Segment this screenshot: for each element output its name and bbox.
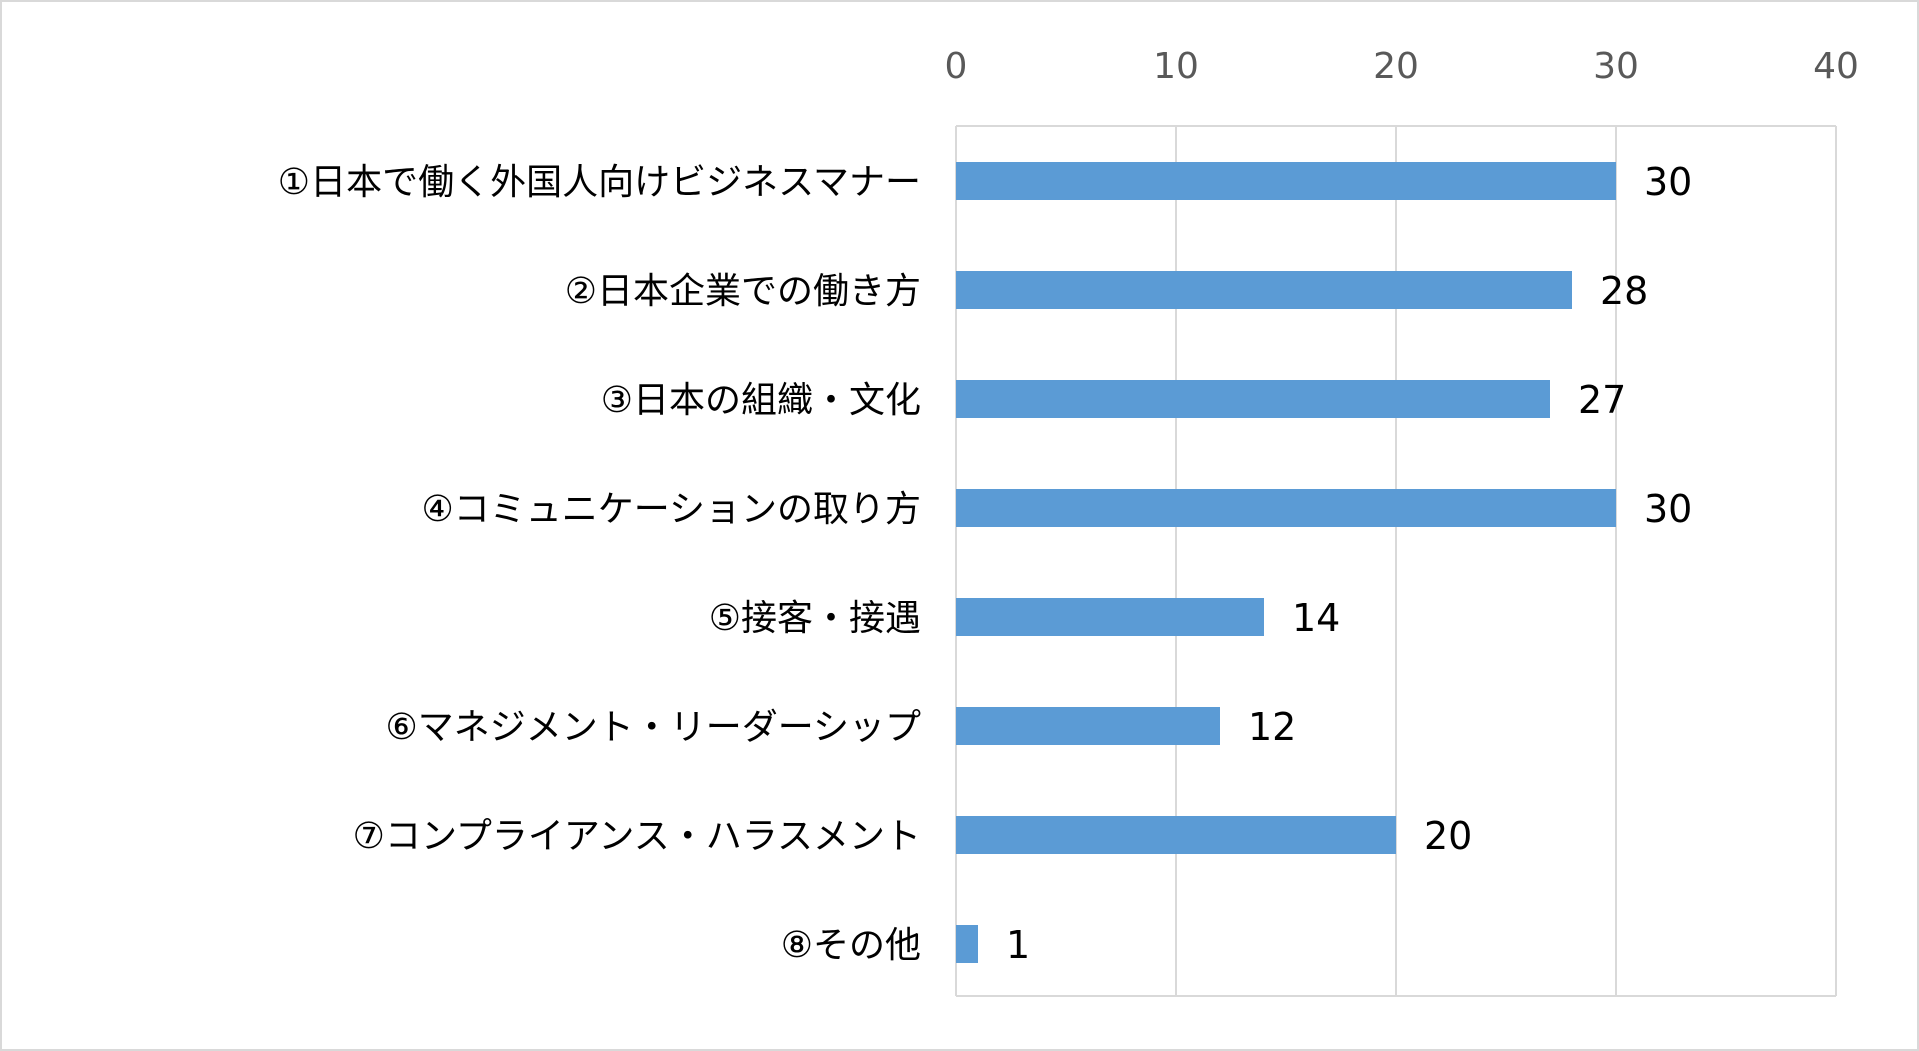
category-label-7: ⑦コンプライアンス・ハラスメント bbox=[353, 816, 921, 857]
bars bbox=[956, 162, 1616, 963]
x-tick-label: 20 bbox=[1373, 46, 1419, 87]
bar-5 bbox=[956, 598, 1264, 636]
data-label-8: 1 bbox=[1006, 923, 1030, 967]
bar-8 bbox=[956, 925, 978, 963]
x-tick-label: 10 bbox=[1153, 46, 1199, 87]
bar-3 bbox=[956, 380, 1550, 418]
bar-6 bbox=[956, 707, 1220, 745]
category-labels: ①日本で働く外国人向けビジネスマナー ②日本企業での働き方 ③日本の組織・文化 ④コミ… bbox=[278, 162, 921, 966]
data-label-6: 12 bbox=[1248, 705, 1296, 749]
bar-7 bbox=[956, 816, 1396, 854]
grid-lines bbox=[955, 125, 1837, 997]
data-label-1: 30 bbox=[1644, 160, 1692, 204]
data-label-7: 20 bbox=[1424, 814, 1472, 858]
data-labels: 30 28 27 30 14 12 20 1 bbox=[1006, 160, 1692, 967]
category-label-3: ③日本の組織・文化 bbox=[601, 380, 921, 421]
data-label-4: 30 bbox=[1644, 487, 1692, 531]
category-label-4: ④コミュニケーションの取り方 bbox=[421, 489, 921, 530]
data-label-5: 14 bbox=[1292, 596, 1340, 640]
category-label-2: ②日本企業での働き方 bbox=[565, 271, 921, 312]
x-axis: 0 10 20 30 40 bbox=[945, 46, 1859, 87]
bar-1 bbox=[956, 162, 1616, 200]
category-label-5: ⑤接客・接遇 bbox=[709, 598, 921, 639]
category-label-1: ①日本で働く外国人向けビジネスマナー bbox=[278, 162, 921, 203]
x-tick-label: 40 bbox=[1813, 46, 1859, 87]
bar-2 bbox=[956, 271, 1572, 309]
x-tick-label: 30 bbox=[1593, 46, 1639, 87]
category-label-6: ⑥マネジメント・リーダーシップ bbox=[385, 707, 921, 748]
category-label-8: ⑧その他 bbox=[781, 925, 921, 966]
bar-4 bbox=[956, 489, 1616, 527]
data-label-3: 27 bbox=[1578, 378, 1626, 422]
x-tick-label: 0 bbox=[945, 46, 968, 87]
data-label-2: 28 bbox=[1600, 269, 1648, 313]
